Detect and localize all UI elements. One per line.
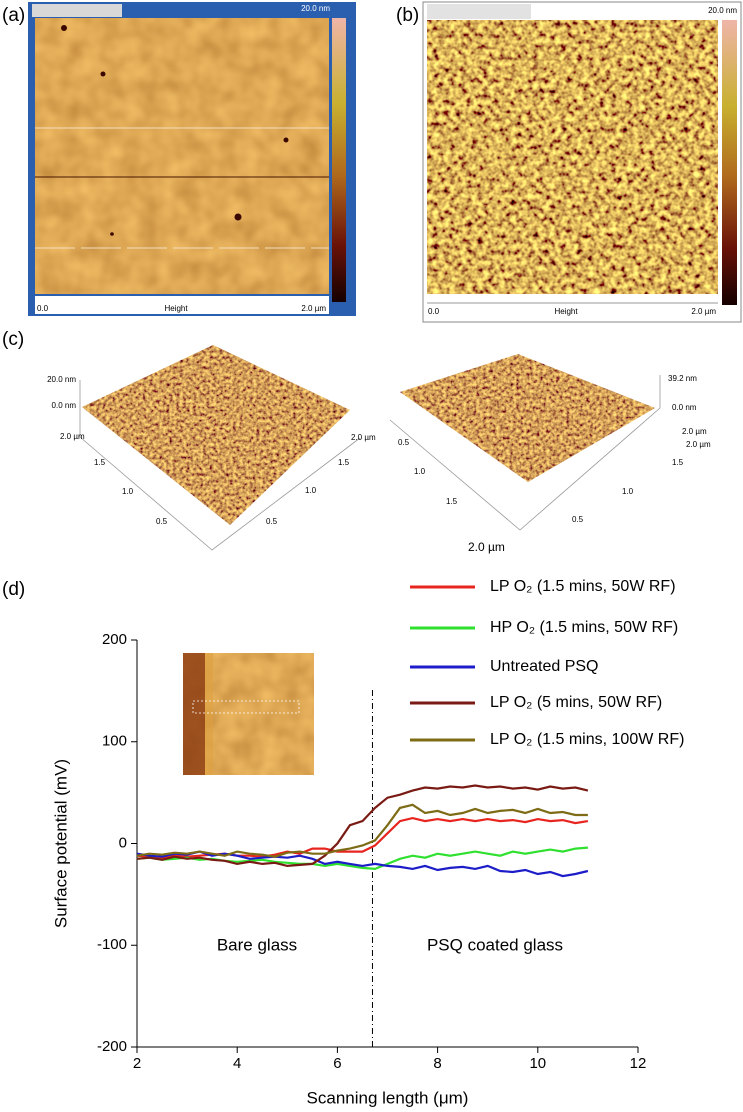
afm-image (427, 20, 718, 294)
x-tick-label: 4 (233, 1055, 241, 1072)
panel-label: (b) (396, 5, 419, 26)
afm-image (35, 18, 329, 294)
annotation: Bare glass (217, 935, 297, 954)
axis-end: 2.0 µm (691, 307, 716, 316)
z-label: 39.2 nm (668, 374, 697, 383)
panel-label: (c) (2, 329, 24, 350)
legend-label: Untreated PSQ (490, 658, 599, 675)
color-bar (332, 18, 346, 302)
legend-label: LP O₂ (1.5 mins, 100W RF) (490, 731, 684, 748)
axis-label: 0.5 (266, 517, 278, 526)
axis-label: 1.5 (446, 497, 458, 506)
defects (35, 25, 329, 249)
axis-start: 0.0 (428, 307, 440, 316)
x-tick-label: 10 (529, 1055, 546, 1072)
legend-label: LP O₂ (5 mins, 50W RF) (490, 694, 662, 711)
axis-end: 2.0 µm (301, 304, 326, 313)
y-tick-label: -200 (97, 1038, 127, 1055)
axis-label: 1.0 (622, 487, 634, 496)
axis-label: 1.0 (305, 486, 317, 495)
axis-label: 2.0 µm (351, 433, 376, 442)
axis-label: 2.0 µm (468, 540, 505, 554)
y-tick-label: 0 (119, 834, 127, 851)
toolbar (32, 4, 122, 17)
panel-label: (a) (2, 5, 25, 26)
y-tick-label: 200 (102, 631, 127, 648)
z-label: 20.0 nm (47, 375, 76, 384)
x-axis-label: Scanning length (μm) (307, 1088, 469, 1107)
axis-label: 1.0 (414, 467, 426, 476)
data-line (136, 784, 589, 868)
scale-label: 20.0 nm (708, 6, 737, 15)
axis-strip (35, 296, 329, 314)
chart-title: (d) (2, 579, 25, 600)
axis-label: 1.5 (672, 458, 684, 467)
x-tick-label: 2 (133, 1055, 141, 1072)
axis-label: 0.5 (398, 438, 410, 447)
y-axis-label: Surface potential (mV) (51, 759, 70, 928)
z-label: 0.0 nm (52, 401, 77, 410)
axis-label: 2.0 µm (682, 427, 707, 436)
scale-label: 20.0 nm (301, 4, 330, 13)
axis-label: 0.5 (572, 515, 584, 524)
axis-label: 1.0 (122, 487, 134, 496)
axis-label: 1.5 (94, 458, 106, 467)
annotation: PSQ coated glass (427, 935, 563, 954)
x-tick-label: 8 (433, 1055, 441, 1072)
data-line (136, 803, 588, 858)
axis-label: 0.5 (156, 517, 168, 526)
x-tick-label: 6 (333, 1055, 341, 1072)
axis-start: 0.0 (37, 304, 49, 313)
color-bar (722, 20, 737, 305)
data-line (136, 850, 589, 878)
surface-3d-left (79, 345, 361, 551)
y-tick-label: -100 (97, 936, 127, 953)
axis-label: 2.0 µm (686, 440, 711, 449)
y-tick-label: 100 (102, 733, 127, 750)
axis-name: Height (554, 307, 578, 316)
x-tick-label: 12 (630, 1055, 647, 1072)
surface-3d-right (389, 354, 661, 531)
legend-label: LP O₂ (1.5 mins, 50W RF) (490, 578, 676, 595)
axis-label: 2.0 µm (60, 432, 85, 441)
z-label: 0.0 nm (672, 403, 697, 412)
axis-name: Height (164, 304, 188, 313)
toolbar (427, 4, 531, 19)
legend-label: HP O₂ (1.5 mins, 50W RF) (490, 619, 678, 636)
inset-image (183, 653, 314, 775)
axis-label: 1.5 (338, 458, 350, 467)
